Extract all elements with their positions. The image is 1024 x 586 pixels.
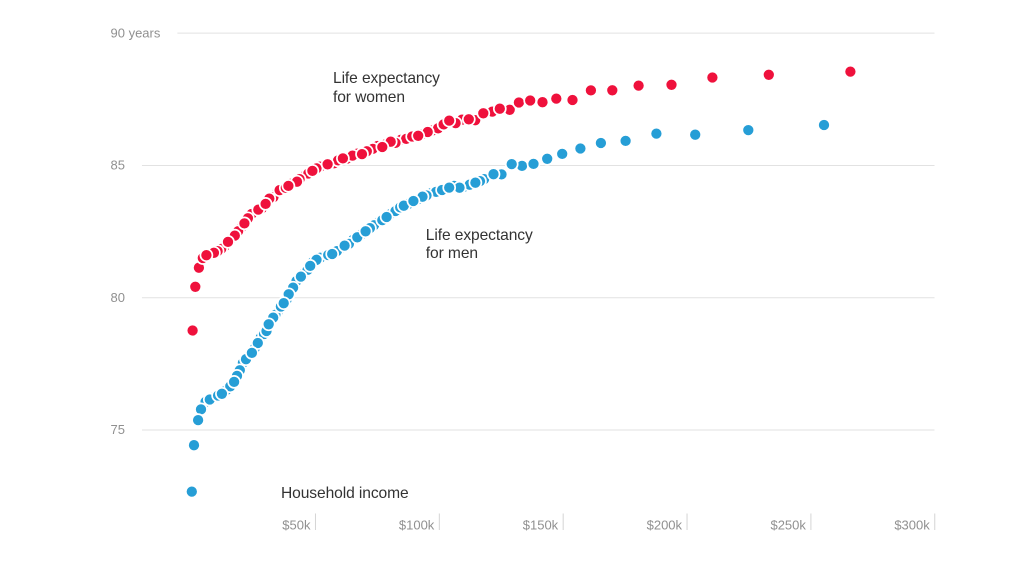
data-point-women [442,113,457,128]
data-point-women [492,101,507,116]
data-point-women [355,147,369,161]
data-point-women [375,140,390,154]
data-point-women [523,93,538,108]
x-axis-tick-labels: $50k $100k $150k $200k $250k $300k [282,518,930,533]
data-point-women [320,157,335,172]
data-point-men [184,484,199,499]
data-point-women [461,112,476,127]
series-label-women-line2: for women [333,88,405,106]
data-point-women [705,70,720,85]
y-tick-label: 85 [111,158,125,173]
data-point-men [486,167,501,182]
x-tick-label: $300k [894,518,930,533]
data-point-women [535,95,550,110]
data-point-men [741,123,756,137]
data-point-men [540,151,555,166]
x-tick-label: $100k [399,518,435,533]
y-tick-label: 90 years [111,25,161,40]
series-label-men-line2: for men [425,245,478,263]
x-axis-tick-marks [314,513,936,530]
data-point-men [303,259,318,273]
data-point-men [573,141,588,156]
data-point-men [358,224,373,239]
data-point-women [221,235,235,249]
data-point-women [199,248,214,263]
data-point-women [631,78,646,93]
x-tick-label: $250k [770,518,806,533]
data-point-women [188,279,203,294]
series-label-men: Life expectancy for men [426,227,533,265]
y-gridlines [141,32,935,431]
data-point-men [215,386,229,401]
x-tick-label: $50k [282,518,311,533]
series-women-dots [185,64,858,338]
data-point-men [294,269,308,284]
data-point-men [379,210,394,224]
data-point-men [555,147,570,161]
data-point-men [276,296,291,311]
y-axis-tick-labels: 90 years 85 80 75 [111,25,161,437]
data-point-men [187,438,201,453]
data-point-women [258,197,273,211]
x-axis-title: Household income [281,485,409,504]
data-point-men [245,346,259,360]
x-tick-label: $200k [647,518,683,533]
data-point-women [476,106,491,121]
data-point-women [605,83,620,98]
data-point-men [261,317,276,332]
x-axis-title-text: Household income [281,485,409,502]
series-label-women-line1: Life expectancy [333,69,440,87]
y-tick-label: 75 [111,422,125,437]
data-point-women [584,83,598,98]
data-point-men [504,157,519,171]
data-point-women [565,93,580,107]
data-point-men [227,375,241,389]
data-point-men [594,136,608,150]
data-point-women [185,323,200,338]
x-tick-label: $150k [523,518,559,533]
data-point-women [761,67,776,82]
data-point-men [468,175,483,190]
data-point-men [250,336,265,350]
data-point-men [191,413,205,427]
y-tick-label: 80 [111,290,125,305]
data-point-men [442,180,457,195]
data-point-men [817,118,831,132]
data-point-women [305,164,320,178]
data-point-men [688,127,703,142]
series-label-women: Life expectancy for women [333,70,440,108]
data-point-women [281,179,296,193]
data-point-women [237,216,252,231]
data-point-women [549,91,564,106]
data-point-men [649,126,664,141]
data-point-women [336,151,350,166]
series-men-dots [184,118,831,499]
data-point-men [618,134,633,148]
data-point-men [406,194,421,208]
data-point-women [411,128,426,143]
series-label-men-line1: Life expectancy [425,226,533,244]
data-point-men [325,247,340,261]
data-point-women [512,95,526,110]
data-point-women [843,64,858,79]
data-point-men [526,157,541,171]
data-point-women [664,77,679,92]
data-point-men [337,238,352,253]
